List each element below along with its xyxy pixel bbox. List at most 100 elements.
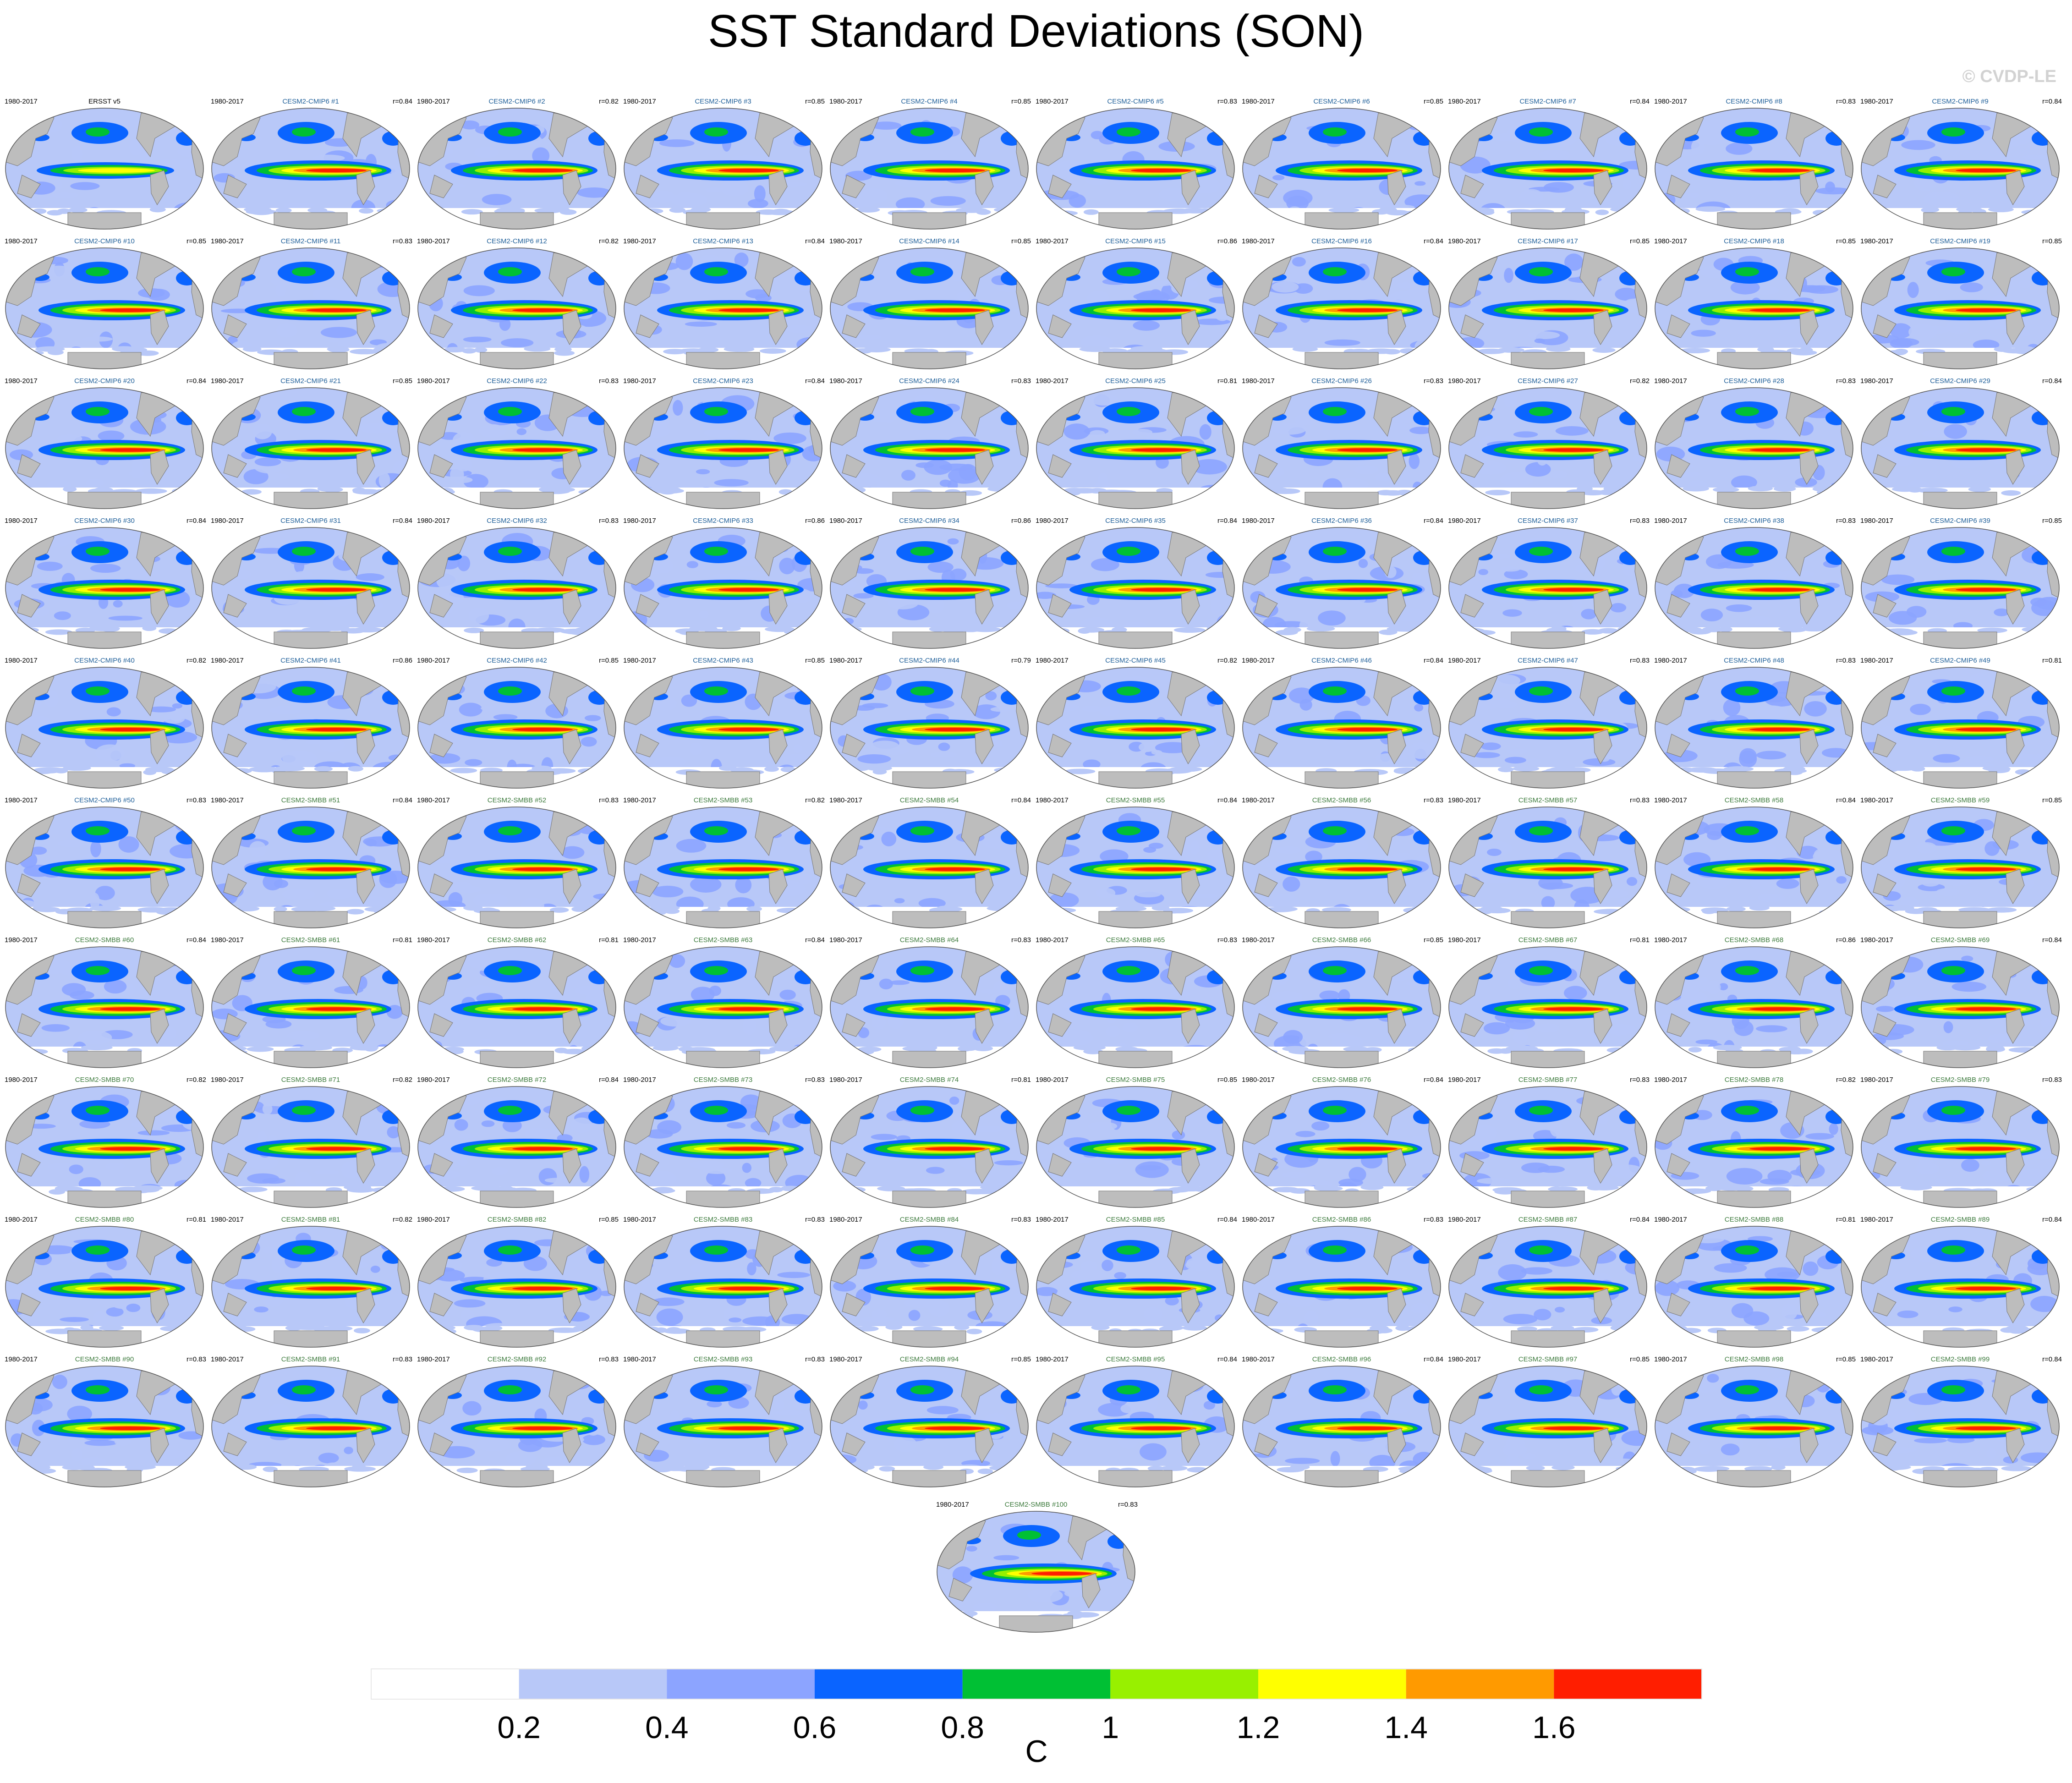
sst-patch: [294, 571, 313, 578]
sst-patch: [798, 873, 813, 884]
sst-patch: [830, 486, 856, 492]
sst-patch: [582, 626, 600, 632]
sst-patch: [1142, 280, 1175, 286]
sst-patch: [454, 1299, 486, 1308]
enso-tongue-contour: [925, 1007, 985, 1011]
sst-patch: [16, 627, 39, 633]
panel-pattern-correlation: r=0.85: [599, 657, 619, 664]
sst-patch: [2030, 1295, 2059, 1312]
panel-pattern-correlation: r=0.86: [1217, 237, 1237, 245]
panel-title: CESM2-SMBB #87: [1518, 1216, 1578, 1223]
sst-patch: [1757, 893, 1785, 902]
sst-patch: [306, 739, 323, 745]
land-mass: [768, 589, 788, 625]
sst-patch: [1083, 209, 1099, 215]
sst-patch: [1865, 1328, 1880, 1333]
land-mass: [67, 1051, 142, 1068]
land-mass: [1593, 170, 1612, 206]
sst-patch: [2001, 348, 2031, 354]
sst-patch: [429, 753, 460, 764]
north-pacific-peak: [1735, 267, 1759, 276]
sst-patch: [1633, 454, 1644, 462]
land-mass: [686, 911, 760, 928]
panel-period-label: 1980-2017: [1242, 237, 1275, 245]
map-panel: 1980-2017 CESM2-SMBB #64 r=0.83: [827, 935, 1032, 1072]
sst-patch: [1063, 423, 1090, 440]
sst-patch: [364, 1046, 378, 1052]
sst-patch: [1592, 347, 1616, 353]
panel-title: CESM2-SMBB #61: [281, 936, 340, 944]
sst-patch: [1324, 339, 1360, 346]
north-pacific-peak: [1735, 127, 1759, 137]
sst-patch: [1525, 462, 1551, 477]
land-mass: [1181, 589, 1200, 625]
land-mass: [1254, 314, 1278, 338]
sst-patch: [1610, 206, 1639, 212]
enso-tongue-contour: [1543, 308, 1604, 312]
north-pacific-peak: [292, 1245, 316, 1255]
sst-patch: [1628, 1318, 1647, 1332]
sst-patch: [317, 486, 336, 492]
land-mass: [1923, 1330, 1997, 1347]
land-mass: [1923, 212, 1997, 229]
sst-patch: [1407, 1186, 1433, 1192]
sst-patch: [939, 479, 952, 487]
sst-stddev-map: [211, 946, 410, 1068]
sst-patch: [1041, 209, 1057, 215]
sst-patch: [1923, 191, 1960, 207]
sst-patch: [463, 905, 483, 911]
panel-pattern-correlation: r=0.83: [599, 796, 619, 804]
sst-patch: [1011, 344, 1022, 361]
sst-patch: [1081, 705, 1102, 712]
sst-patch: [1135, 891, 1161, 898]
sst-stddev-map: [1448, 387, 1647, 509]
enso-tongue-contour: [1337, 867, 1398, 871]
land-mass: [2006, 170, 2025, 206]
panel-title: CESM2-SMBB #80: [75, 1216, 134, 1223]
north-pacific-peak: [1117, 826, 1140, 835]
land-mass: [1923, 631, 1997, 648]
sst-patch: [1730, 280, 1760, 295]
map-outline: [624, 387, 822, 509]
sst-patch: [1243, 486, 1266, 492]
north-pacific-peak: [86, 547, 110, 556]
map-outline: [1036, 527, 1235, 649]
map-panel: 1980-2017 CESM2-SMBB #84 r=0.83: [827, 1214, 1032, 1352]
sst-patch: [1617, 769, 1647, 775]
panel-title: CESM2-CMIP6 #9: [1932, 98, 1989, 105]
sst-patch: [624, 1047, 650, 1057]
map-outline: [830, 387, 1029, 509]
panel-title: CESM2-SMBB #71: [281, 1076, 340, 1084]
sst-patch: [5, 490, 34, 496]
sst-patch: [1935, 1178, 1948, 1184]
sst-patch: [52, 1374, 67, 1389]
enso-tongue-contour: [925, 867, 985, 871]
sst-stddev-map: [1861, 387, 2060, 509]
map-panel: 1980-2017 CESM2-SMBB #52 r=0.83: [414, 795, 619, 933]
sst-patch: [328, 347, 350, 353]
land-mass: [892, 352, 966, 369]
sst-patch: [1580, 490, 1606, 496]
sst-patch: [1776, 878, 1799, 889]
sst-patch: [156, 909, 172, 915]
land-mass: [1923, 1190, 1997, 1207]
enso-tongue-contour: [1131, 867, 1191, 871]
map-panel: 1980-2017 CESM2-SMBB #68 r=0.86: [1651, 935, 1857, 1072]
sst-patch: [518, 1438, 543, 1452]
sst-patch: [1655, 1188, 1680, 1194]
sst-patch: [924, 459, 953, 475]
sst-patch: [987, 486, 1013, 492]
panel-pattern-correlation: r=0.82: [1836, 1076, 1856, 1084]
sst-patch: [1294, 414, 1316, 425]
sst-patch: [1079, 346, 1111, 352]
map-outline: [1655, 247, 1853, 369]
sst-patch: [1374, 473, 1391, 481]
sst-patch: [994, 1160, 1023, 1166]
sst-patch: [1045, 672, 1066, 686]
map-panel: 1980-2017 CESM2-SMBB #85 r=0.84: [1033, 1214, 1238, 1352]
land-mass: [1460, 175, 1484, 198]
sst-patch: [1534, 1309, 1551, 1321]
sst-patch: [650, 190, 675, 203]
sst-patch: [1036, 1185, 1064, 1191]
sst-patch: [137, 1130, 170, 1136]
